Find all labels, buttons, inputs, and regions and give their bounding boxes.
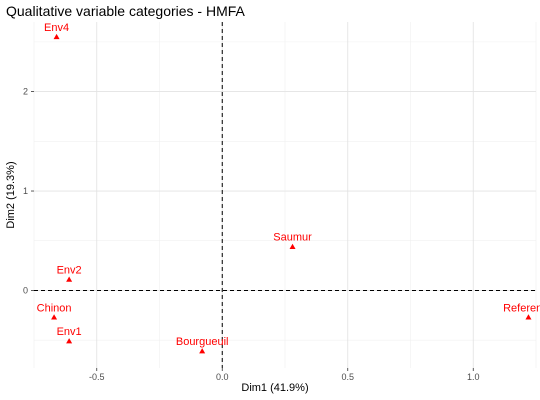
- x-tick-label: 1.0: [467, 372, 480, 382]
- points: Env4 Env2 Chinon Env1 Bourgueuil Saumur Refere…: [37, 22, 540, 354]
- axis-ticks: -0.5 0.0 0.5 1.0 0 1 2: [23, 87, 480, 382]
- point-marker: [199, 348, 206, 354]
- y-tick-label: 0: [23, 285, 28, 295]
- point-label: Bourgueuil: [176, 336, 229, 348]
- point-label: Env4: [44, 22, 69, 34]
- point-label: Env1: [57, 326, 82, 338]
- y-tick-label: 2: [23, 87, 28, 97]
- x-tick-label: 0.0: [216, 372, 229, 382]
- x-tick-label: -0.5: [89, 372, 105, 382]
- point-label: Reference: [503, 302, 540, 314]
- y-tick-label: 1: [23, 186, 28, 196]
- point-label: Env2: [57, 265, 82, 277]
- point-marker: [51, 314, 58, 320]
- x-tick-label: 0.5: [341, 372, 354, 382]
- minor-grid: [33, 22, 537, 368]
- x-axis-title: Dim1 (41.9%): [241, 382, 308, 394]
- y-axis-title: Dim2 (19.3%): [5, 161, 17, 228]
- point-label: Saumur: [273, 232, 312, 244]
- point-marker: [53, 33, 60, 40]
- point-marker: [289, 243, 296, 249]
- point-label: Chinon: [37, 302, 72, 314]
- point-marker: [66, 338, 73, 344]
- point-marker: [66, 276, 73, 282]
- point-marker: [525, 314, 532, 320]
- chart-title: Qualitative variable categories - HMFA: [6, 3, 246, 19]
- reference-lines: [34, 22, 536, 368]
